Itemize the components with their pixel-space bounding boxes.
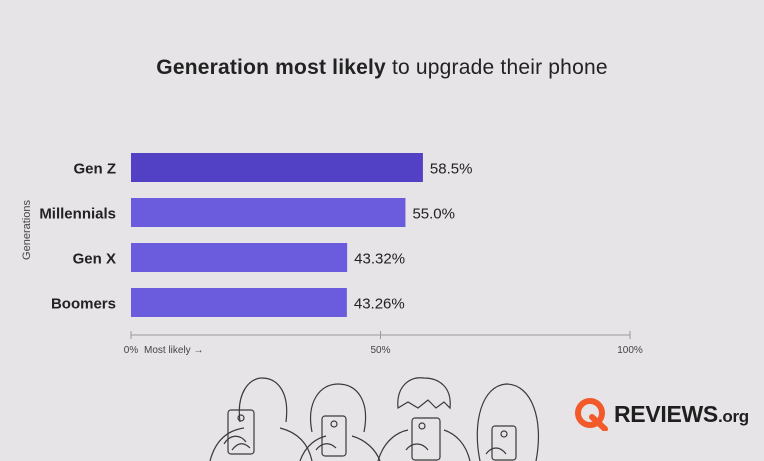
value-label-3: 43.26% bbox=[354, 296, 405, 313]
value-label-1: 55.0% bbox=[412, 206, 455, 223]
x-axis-title: Most likely → bbox=[144, 345, 203, 356]
logo-q-icon bbox=[575, 398, 608, 431]
bar-chart: Gen Z 58.5% Millennials 55.0% Gen X 43.32% Boo… bbox=[21, 153, 643, 356]
person-1-body bbox=[209, 427, 313, 461]
person-1-hair bbox=[238, 377, 288, 423]
category-label-1: Millennials bbox=[39, 206, 116, 223]
value-label-0: 58.5% bbox=[430, 161, 473, 178]
x-tick-label-0: 0% bbox=[124, 345, 139, 356]
person-2-body bbox=[299, 435, 381, 461]
bar-1 bbox=[131, 198, 406, 227]
bar-2 bbox=[131, 243, 348, 272]
person-3-body bbox=[377, 429, 471, 461]
logo-suffix: .org bbox=[717, 406, 749, 426]
category-label-3: Boomers bbox=[51, 296, 116, 313]
chart-title-rest: to upgrade their phone bbox=[391, 56, 608, 79]
category-label-2: Gen X bbox=[73, 251, 116, 268]
x-tick-label-2: 100% bbox=[617, 345, 643, 356]
reviews-org-logo: REVIEWS.org bbox=[574, 394, 749, 434]
person-4-hair bbox=[476, 383, 540, 461]
bar-3 bbox=[131, 288, 347, 317]
person-1-phone bbox=[227, 409, 255, 455]
logo-wordmark: REVIEWS.org bbox=[614, 401, 749, 428]
chart-title: Generation most likely to upgrade their … bbox=[0, 56, 764, 80]
person-2-phone bbox=[321, 415, 347, 457]
value-label-2: 43.32% bbox=[354, 251, 405, 268]
person-3-hair bbox=[397, 377, 451, 410]
person-3-phone bbox=[411, 417, 441, 461]
x-tick-label-1: 50% bbox=[370, 345, 390, 356]
y-axis-title: Generations bbox=[21, 200, 33, 260]
person-2-hair bbox=[310, 383, 367, 433]
people-illustration bbox=[209, 377, 540, 461]
person-4-phone bbox=[491, 425, 517, 461]
chart-title-bold: Generation most likely bbox=[156, 56, 386, 79]
logo-brand: REVIEWS bbox=[614, 400, 718, 427]
category-label-0: Gen Z bbox=[73, 161, 116, 178]
bar-0 bbox=[131, 153, 423, 182]
